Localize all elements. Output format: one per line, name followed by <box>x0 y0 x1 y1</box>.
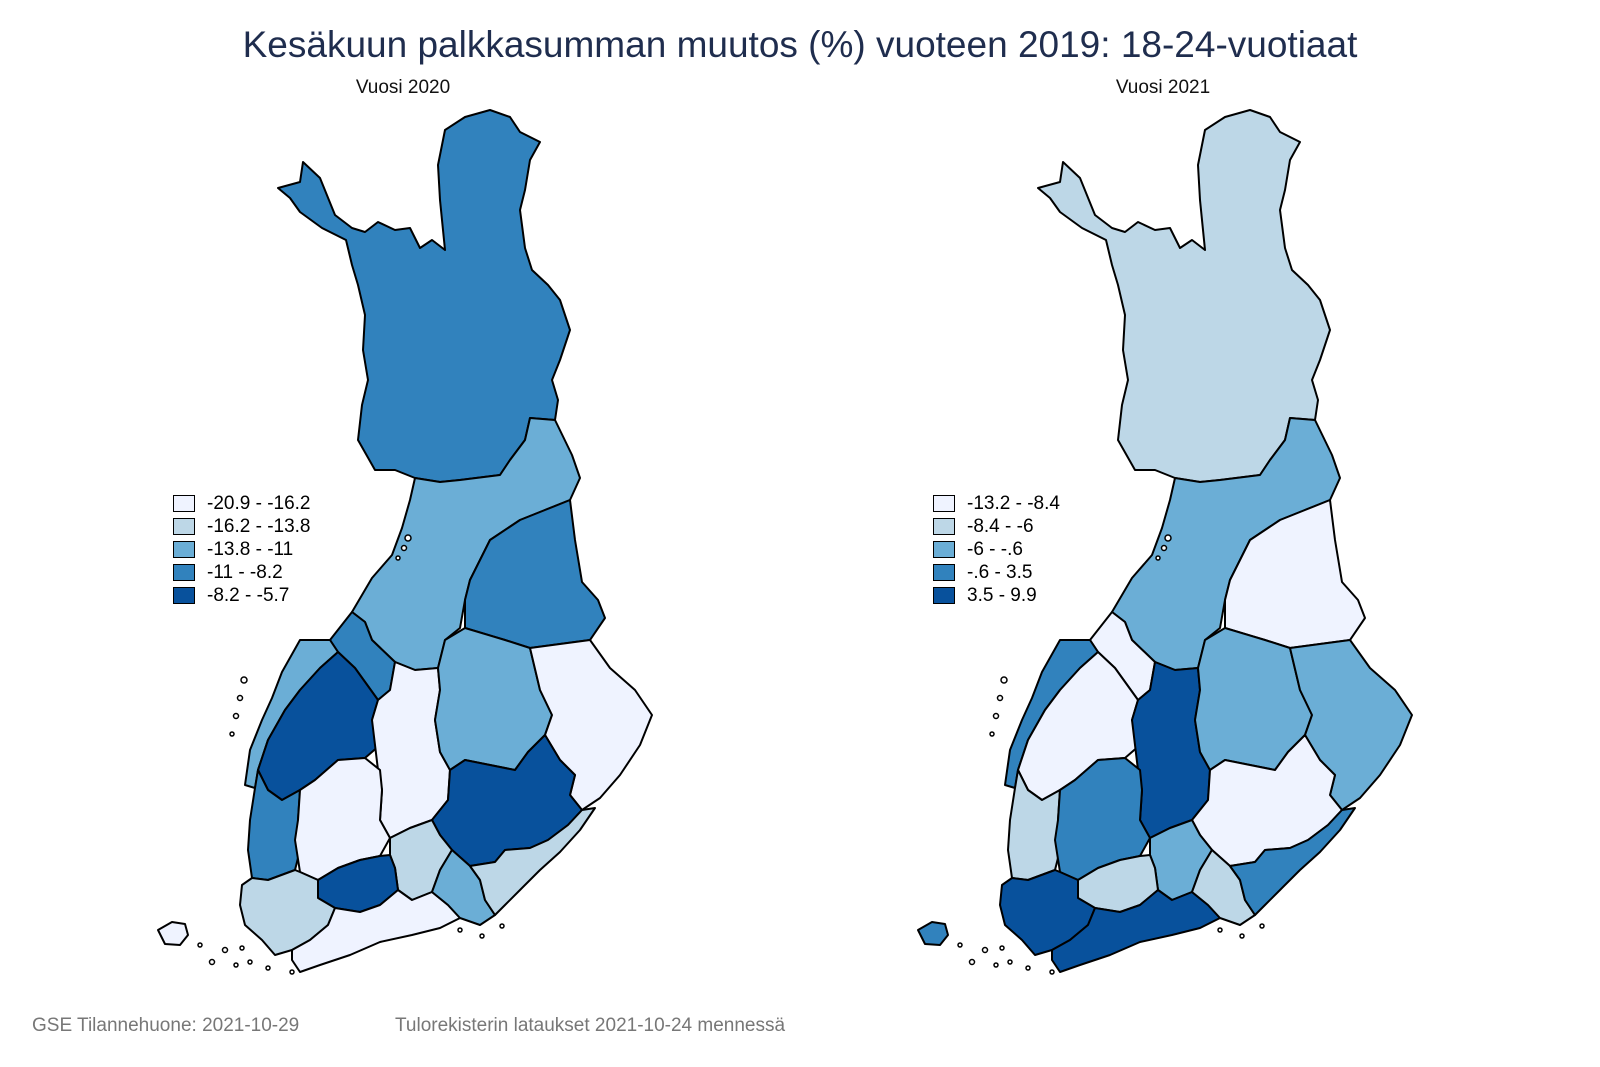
region-lappi <box>1037 109 1331 483</box>
footer-note: Tulorekisterin lataukset 2021-10-24 menn… <box>395 1015 786 1036</box>
island-outline <box>499 923 505 929</box>
legend-label: -8.2 - -5.7 <box>207 584 290 606</box>
island-outline <box>221 946 229 954</box>
island-outline <box>1007 959 1013 965</box>
subtitle-2020: Vuosi 2020 <box>355 77 451 98</box>
island-outline <box>1217 927 1223 933</box>
legend-2020: -20.9 - -16.2 -16.2 - -13.8 -13.8 - -11 … <box>173 492 311 607</box>
legend-swatch <box>933 495 955 512</box>
legend-item: -6 - -.6 <box>933 538 1060 561</box>
legend-label: -20.9 - -16.2 <box>207 492 311 514</box>
island-outline <box>233 962 239 968</box>
legend-item: -8.2 - -5.7 <box>173 584 311 607</box>
legend-label: -13.8 - -11 <box>207 538 294 560</box>
legend-item: -.6 - 3.5 <box>933 561 1060 584</box>
legend-label: -13.2 - -8.4 <box>967 492 1060 514</box>
island-outline <box>236 694 244 702</box>
island-outline <box>996 694 1004 702</box>
map-2021 <box>917 109 1413 975</box>
island-outline <box>1155 555 1161 561</box>
island-outline <box>404 534 412 542</box>
legend-swatch <box>933 587 955 604</box>
legend-item: 3.5 - 9.9 <box>933 584 1060 607</box>
region-lappi <box>277 109 571 483</box>
legend-item: -13.8 - -11 <box>173 538 311 561</box>
island-outline <box>992 712 1000 720</box>
island-outline <box>1160 544 1168 552</box>
legend-item: -13.2 - -8.4 <box>933 492 1060 515</box>
legend-item: -11 - -8.2 <box>173 561 311 584</box>
legend-label: -16.2 - -13.8 <box>207 515 311 537</box>
island-outline <box>981 946 989 954</box>
island-outline <box>1164 534 1172 542</box>
legend-2021: -13.2 - -8.4 -8.4 - -6 -6 - -.6 -.6 - 3.… <box>933 492 1060 607</box>
island-outline <box>400 544 408 552</box>
island-outline <box>208 958 216 966</box>
island-outline <box>247 959 253 965</box>
island-outline <box>989 731 995 737</box>
island-outline <box>993 962 999 968</box>
island-outline <box>197 942 203 948</box>
legend-swatch <box>933 541 955 558</box>
legend-label: -6 - -.6 <box>967 538 1023 560</box>
island-outline <box>968 958 976 966</box>
legend-swatch <box>933 564 955 581</box>
region-pirkanmaa <box>1054 757 1151 881</box>
island-outline <box>1025 965 1031 971</box>
legend-swatch <box>173 518 195 535</box>
island-outline <box>229 731 235 737</box>
legend-swatch <box>173 541 195 558</box>
region-pohjois-karjala <box>1289 639 1413 811</box>
legend-item: -20.9 - -16.2 <box>173 492 311 515</box>
legend-swatch <box>173 587 195 604</box>
legend-label: -11 - -8.2 <box>207 561 283 583</box>
map-2020 <box>157 109 653 975</box>
legend-label: -8.4 - -6 <box>967 515 1034 537</box>
region-uusimaa <box>291 889 461 973</box>
island-outline <box>239 945 245 951</box>
region-etela-karjala <box>469 807 596 916</box>
island-outline <box>289 969 295 975</box>
legend-item: -8.4 - -6 <box>933 515 1060 538</box>
legend-swatch <box>173 495 195 512</box>
island-outline <box>1049 969 1055 975</box>
region-pohjois-karjala <box>529 639 653 811</box>
island-outline <box>1259 923 1265 929</box>
subtitle-2021: Vuosi 2021 <box>1115 77 1211 98</box>
region-pirkanmaa <box>294 757 391 881</box>
legend-swatch <box>933 518 955 535</box>
island-outline <box>479 933 485 939</box>
island-outline <box>1239 933 1245 939</box>
region-etela-karjala <box>1229 807 1356 916</box>
island-outline <box>240 676 248 684</box>
legend-item: -16.2 - -13.8 <box>173 515 311 538</box>
legend-swatch <box>173 564 195 581</box>
legend-label: 3.5 - 9.9 <box>967 584 1037 606</box>
island-outline <box>957 942 963 948</box>
region-ahvenanmaa <box>917 921 949 946</box>
island-outline <box>395 555 401 561</box>
island-outline <box>232 712 240 720</box>
island-outline <box>999 945 1005 951</box>
region-ahvenanmaa <box>157 921 189 946</box>
island-outline <box>1000 676 1008 684</box>
island-outline <box>265 965 271 971</box>
chart-title: Kesäkuun palkkasumman muutos (%) vuoteen… <box>242 24 1358 65</box>
footer-source: GSE Tilannehuone: 2021-10-29 <box>32 1015 300 1036</box>
region-uusimaa <box>1051 889 1221 973</box>
island-outline <box>457 927 463 933</box>
legend-label: -.6 - 3.5 <box>967 561 1033 583</box>
